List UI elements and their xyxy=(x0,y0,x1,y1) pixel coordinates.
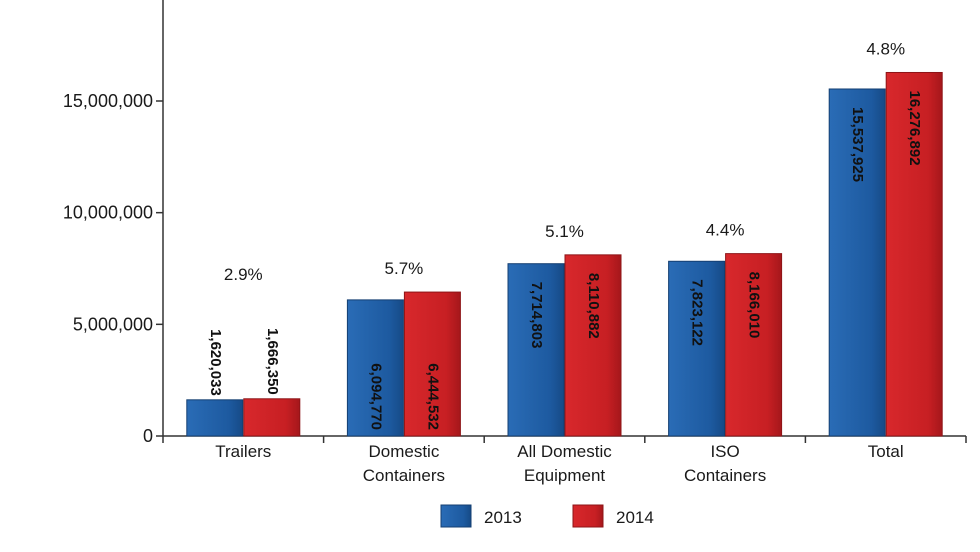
growth-label: 4.4% xyxy=(706,221,745,240)
y-tick-label: 5,000,000 xyxy=(73,314,153,334)
category-label: ISO xyxy=(710,442,739,461)
bar-2014 xyxy=(243,398,301,437)
bar-2013 xyxy=(668,260,726,437)
y-tick-label: 15,000,000 xyxy=(63,91,153,111)
value-label-2014: 16,276,892 xyxy=(906,90,923,165)
category-label: Total xyxy=(868,442,904,461)
category-label: Trailers xyxy=(215,442,271,461)
bar-2014 xyxy=(403,291,461,437)
legend: 2013 2014 xyxy=(440,504,654,528)
growth-label: 2.9% xyxy=(224,265,263,284)
legend-label: 2014 xyxy=(616,508,654,527)
bar-2014 xyxy=(885,71,943,437)
category-label: Domestic xyxy=(368,442,439,461)
growth-label: 5.1% xyxy=(545,222,584,241)
bar-2013 xyxy=(507,263,565,437)
growth-label: 4.8% xyxy=(866,39,905,58)
value-label-2013: 6,094,770 xyxy=(367,363,384,430)
category-label: Containers xyxy=(363,466,445,485)
y-tick-label: 0 xyxy=(143,426,153,446)
value-label-2014: 8,166,010 xyxy=(746,272,763,339)
y-tick-label: 10,000,000 xyxy=(63,203,153,223)
labels: 1,620,033 1,666,350 2.9% Trailers 6,094,770 6… xyxy=(207,39,923,485)
category-label: Equipment xyxy=(524,466,606,485)
value-label-2013: 7,823,122 xyxy=(689,279,706,346)
legend-swatch-2013 xyxy=(440,504,472,528)
value-label-2014: 1,666,350 xyxy=(264,328,281,395)
bar-2013 xyxy=(828,88,886,437)
bars xyxy=(186,71,943,437)
category-label: Containers xyxy=(684,466,766,485)
value-label-2014: 8,110,882 xyxy=(585,273,602,339)
value-label-2013: 1,620,033 xyxy=(207,329,224,396)
legend-swatch-2014 xyxy=(572,504,604,528)
bar-2013 xyxy=(186,399,244,437)
value-label-2013: 7,714,803 xyxy=(528,282,545,349)
legend-label: 2013 xyxy=(484,508,522,527)
value-label-2014: 6,444,532 xyxy=(424,363,441,430)
category-label: All Domestic xyxy=(517,442,612,461)
growth-label: 5.7% xyxy=(385,259,424,278)
bar-2013 xyxy=(346,299,404,437)
value-label-2013: 15,537,925 xyxy=(849,107,866,182)
bar-2014 xyxy=(725,253,783,437)
bar-2014 xyxy=(564,254,622,437)
